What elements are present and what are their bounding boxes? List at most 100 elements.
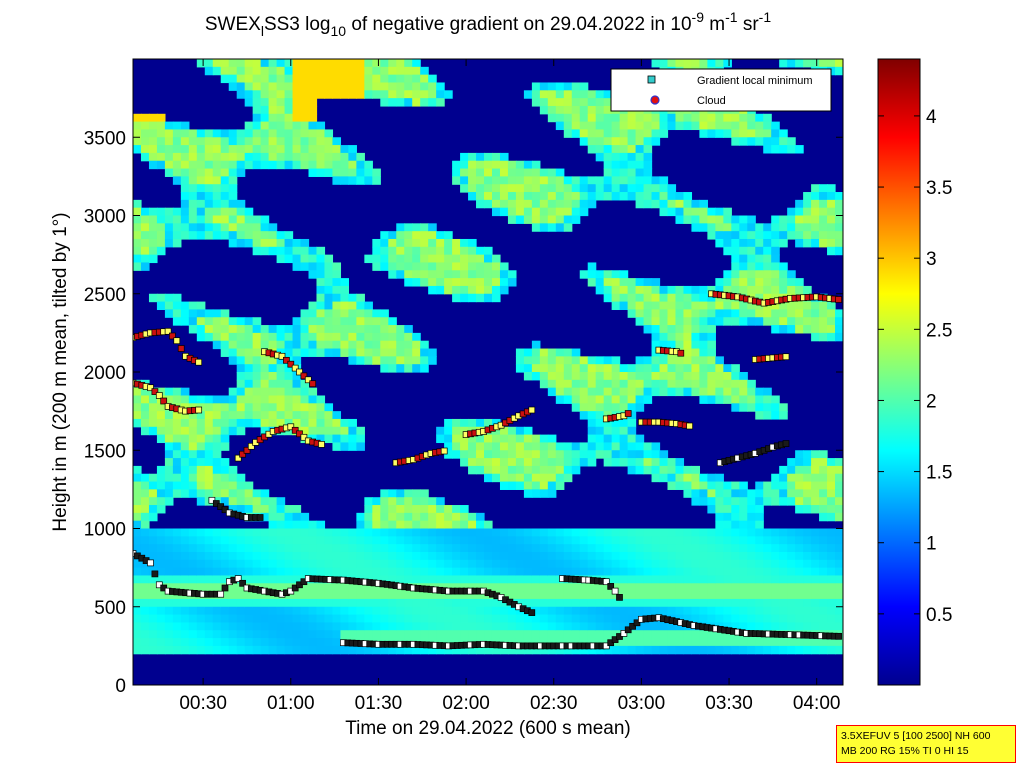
heatmap-cell: [252, 489, 262, 498]
heatmap-cell: [348, 528, 357, 537]
heatmap-cell: [683, 199, 693, 209]
heatmap-cell: [484, 544, 493, 553]
heatmap-cell: [196, 160, 206, 170]
heatmap-cell: [747, 559, 756, 569]
heatmap-cell: [172, 301, 182, 311]
heatmap-cell: [244, 364, 254, 373]
heatmap-cell: [164, 293, 174, 303]
heatmap-cell: [563, 630, 573, 639]
heatmap-cell: [300, 411, 310, 420]
heatmap-cell: [643, 387, 653, 397]
heatmap-cell: [547, 591, 557, 600]
heatmap-cell: [252, 74, 262, 84]
heatmap-cell: [436, 246, 445, 256]
heatmap-cell: [316, 254, 326, 264]
heatmap-cell: [380, 551, 389, 561]
heatmap-cell: [531, 184, 541, 193]
heatmap-cell: [555, 638, 565, 647]
heatmap-cell: [133, 481, 142, 490]
heatmap-cell: [468, 598, 477, 608]
heatmap-cell: [755, 262, 764, 271]
heatmap-cell: [675, 317, 685, 326]
heatmap-cell: [627, 630, 637, 639]
heatmap-cell: [260, 638, 270, 647]
heatmap-cell: [507, 434, 517, 444]
heatmap-cell: [779, 411, 788, 420]
heatmap-cell: [731, 559, 740, 569]
heatmap-cell: [244, 82, 254, 91]
heatmap-cell: [276, 528, 286, 537]
heatmap-cell: [244, 59, 254, 68]
heatmap-cell: [795, 536, 804, 545]
heatmap-cell: [691, 559, 701, 569]
heatmap-cell: [627, 184, 637, 193]
heatmap-cell: [236, 481, 246, 490]
heatmap-cell: [476, 645, 485, 655]
heatmap-cell: [284, 645, 294, 655]
heatmap-cell: [635, 176, 645, 185]
heatmap-cell: [140, 622, 150, 631]
heatmap-cell: [515, 348, 525, 357]
heatmap-cell: [260, 98, 270, 107]
heatmap-cell: [172, 137, 182, 146]
heatmap-cell: [308, 411, 318, 420]
heatmap-cell: [180, 309, 190, 318]
heatmap-cell: [180, 544, 190, 553]
heatmap-cell: [476, 176, 485, 185]
heatmap-cell: [507, 559, 517, 569]
heatmap-cell: [212, 192, 222, 201]
x-axis-ticks: 00:30 01:00 01:30 02:00 02:30 03:00 03:30 04:00: [179, 59, 840, 714]
heatmap-cell: [228, 215, 238, 224]
heatmap-cell: [460, 285, 469, 295]
heatmap-cell: [579, 458, 589, 467]
heatmap-cell: [236, 614, 246, 624]
heatmap-cell: [476, 262, 485, 271]
heatmap-cell: [715, 238, 724, 248]
heatmap-cell: [715, 356, 724, 365]
heatmap-cell: [324, 325, 334, 334]
heatmap-cell: [491, 551, 501, 561]
cloud-marker: [283, 356, 290, 364]
heatmap-cell: [460, 622, 469, 631]
heatmap-cell: [372, 645, 381, 655]
heatmap-cell: [460, 278, 469, 287]
heatmap-cell: [707, 113, 716, 123]
heatmap-cell: [619, 293, 629, 303]
heatmap-cell: [539, 458, 549, 467]
heatmap-cell: [499, 567, 509, 577]
heatmap-cell: [220, 497, 230, 506]
heatmap-cell: [539, 630, 549, 639]
heatmap-cell: [803, 450, 812, 459]
heatmap-cell: [180, 121, 190, 131]
cloud-marker: [440, 447, 448, 455]
heatmap-cell: [436, 614, 445, 624]
heatmap-cell: [619, 270, 629, 279]
heatmap-cell: [484, 630, 493, 639]
heatmap-cell: [755, 246, 764, 256]
heatmap-cell: [220, 129, 230, 138]
heatmap-cell: [555, 223, 565, 232]
heatmap-cell: [332, 160, 342, 170]
heatmap-cell: [723, 606, 732, 616]
heatmap-cell: [476, 606, 485, 616]
heatmap-cell: [643, 465, 653, 475]
heatmap-cell: [739, 606, 748, 616]
heatmap-cell: [220, 325, 230, 334]
heatmap-cell: [555, 82, 565, 91]
heatmap-cell: [148, 254, 158, 264]
heatmap-cell: [428, 544, 437, 553]
heatmap-cell: [148, 395, 158, 404]
heatmap-cell: [308, 598, 318, 608]
heatmap-cell: [212, 473, 222, 483]
heatmap-cell: [627, 145, 637, 154]
heatmap-cell: [571, 379, 581, 389]
heatmap-cell: [611, 372, 621, 381]
heatmap-cell: [316, 598, 326, 608]
heatmap-cell: [268, 575, 278, 584]
heatmap-cell: [220, 395, 230, 404]
heatmap-cell: [452, 536, 461, 545]
heatmap-cell: [340, 528, 349, 537]
heatmap-cell: [795, 622, 804, 631]
heatmap-cell: [635, 559, 645, 569]
heatmap-cell: [723, 536, 732, 545]
